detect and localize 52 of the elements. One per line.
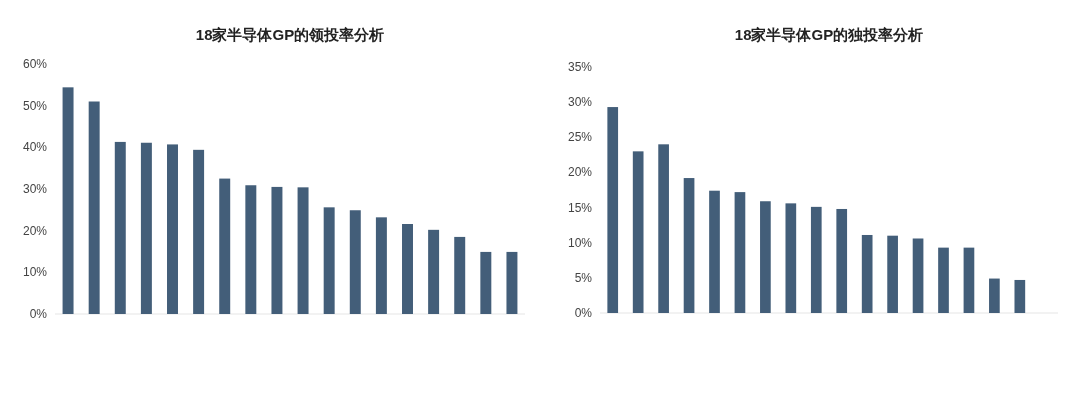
bar: [506, 251, 518, 314]
y-tick-label: 25%: [567, 130, 593, 145]
bar: [810, 206, 822, 313]
y-tick-label: 5%: [574, 270, 593, 285]
y-tick-label: 0%: [29, 307, 48, 321]
bar: [785, 203, 797, 313]
chart-title: 18家半导体GP的领投率分析: [195, 26, 385, 43]
bar: [709, 190, 720, 313]
bar: [912, 238, 924, 313]
bar: [963, 247, 975, 313]
bar: [219, 178, 231, 314]
bar: [632, 151, 644, 313]
bar: [88, 101, 100, 314]
bar: [989, 278, 1000, 313]
y-tick-label: 35%: [567, 60, 593, 74]
bar: [245, 185, 257, 314]
bar: [607, 107, 619, 313]
chart-title: 18家半导体GP的独投率分析: [734, 26, 924, 43]
bar: [861, 234, 873, 313]
bar: [193, 149, 205, 314]
y-tick-label: 30%: [567, 95, 593, 110]
bar: [480, 251, 492, 314]
bar: [734, 192, 746, 313]
y-tick-label: 0%: [574, 306, 593, 320]
y-tick-label: 20%: [567, 165, 593, 180]
bar: [402, 224, 413, 314]
bar: [836, 208, 848, 313]
bar: [297, 187, 309, 314]
bar: [323, 207, 335, 314]
bar: [349, 210, 361, 314]
bar: [140, 142, 152, 314]
bar: [658, 144, 669, 313]
bar: [887, 235, 898, 313]
bar: [1014, 279, 1026, 313]
bar: [62, 87, 74, 314]
bar: [114, 141, 126, 314]
bar: [271, 186, 283, 314]
y-tick-label: 30%: [22, 182, 48, 196]
bar: [683, 178, 695, 313]
bar: [428, 229, 440, 314]
bar: [760, 201, 771, 313]
y-tick-label: 15%: [567, 200, 593, 215]
bar: [375, 217, 387, 314]
y-tick-label: 10%: [22, 265, 48, 280]
bar: [454, 236, 466, 314]
y-tick-label: 20%: [22, 223, 48, 238]
y-tick-label: 10%: [567, 235, 593, 250]
y-tick-label: 50%: [22, 98, 48, 113]
y-tick-label: 60%: [22, 57, 48, 71]
bar: [938, 247, 949, 313]
y-tick-label: 40%: [22, 140, 48, 155]
bar: [167, 144, 178, 314]
